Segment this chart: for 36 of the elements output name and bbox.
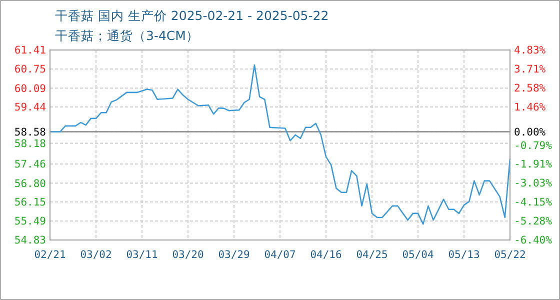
y2-tick-label: -3.03% xyxy=(514,178,553,190)
y2-tick-label: -1.91% xyxy=(514,158,553,171)
x-tick-label: 02/21 xyxy=(34,249,66,261)
x-tick-label: 04/07 xyxy=(264,249,296,261)
y-tick-label: 59.44 xyxy=(14,102,46,114)
y-tick-label: 58.58 xyxy=(14,126,46,138)
y-tick-label: 58.18 xyxy=(14,138,46,150)
line-series xyxy=(49,64,511,225)
y-tick-label: 61.41 xyxy=(14,44,46,57)
x-tick-label: 04/25 xyxy=(356,249,388,261)
x-tick-label: 03/02 xyxy=(80,249,112,261)
x-tick-label: 05/04 xyxy=(402,249,434,261)
y-tick-label: 60.75 xyxy=(14,64,46,76)
y2-tick-label: -0.79% xyxy=(514,140,553,152)
y2-tick-label: 4.83% xyxy=(514,44,546,57)
y2-tick-label: 2.58% xyxy=(514,82,546,95)
y-tick-label: 55.49 xyxy=(14,216,46,228)
chart-title: 干香菇 国内 生产价 2025-02-21 - 2025-05-22 xyxy=(55,8,329,23)
x-tick-label: 03/29 xyxy=(218,249,250,261)
y2-tick-label: -4.15% xyxy=(514,196,553,209)
y2-tick-label: -6.40% xyxy=(514,234,553,247)
y-tick-label: 60.09 xyxy=(14,82,46,95)
y-tick-label: 56.80 xyxy=(14,178,46,190)
y2-tick-label: 1.46% xyxy=(514,102,546,114)
y2-tick-label: -5.28% xyxy=(514,216,553,228)
y2-tick-label: 0.00% xyxy=(514,126,546,138)
y-tick-label: 57.46 xyxy=(14,158,46,171)
x-tick-label: 03/20 xyxy=(172,249,204,261)
x-tick-label: 04/16 xyxy=(310,249,342,261)
x-tick-label: 03/11 xyxy=(126,249,158,261)
x-tick-label: 05/13 xyxy=(448,249,480,261)
x-tick-label: 05/22 xyxy=(494,249,526,261)
y-tick-label: 54.83 xyxy=(14,234,46,247)
chart-subtitle: 干香菇；通货（3-4CM） xyxy=(55,28,199,43)
y2-tick-label: 3.71% xyxy=(514,64,546,76)
y-tick-label: 56.15 xyxy=(14,196,46,209)
